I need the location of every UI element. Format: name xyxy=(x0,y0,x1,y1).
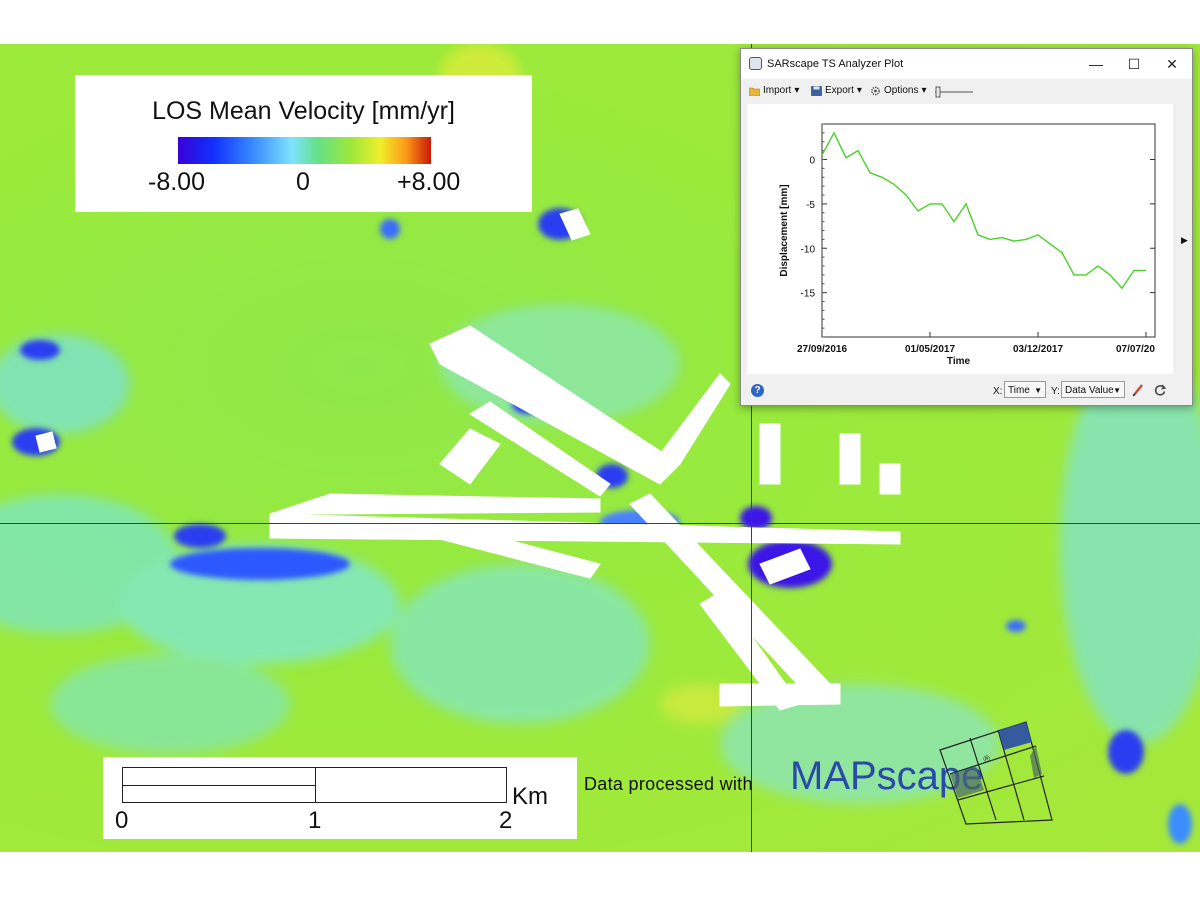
chevron-down-icon: ▾ xyxy=(921,85,927,96)
x-axis-label: X: xyxy=(993,386,1003,397)
y-axis-select[interactable]: Data Value ▼ xyxy=(1061,381,1125,398)
mapscape-grid-icon xyxy=(939,721,1053,825)
scale-bar-graphic xyxy=(122,767,507,803)
pencil-icon[interactable] xyxy=(1131,383,1145,397)
maximize-button[interactable]: ☐ xyxy=(1127,56,1141,72)
velocity-legend: LOS Mean Velocity [mm/yr] -8.00 0 +8.00 xyxy=(75,75,532,212)
y-tick-label: -15 xyxy=(801,289,816,300)
plot-panel[interactable]: 0 -5 -10 -15 27/09/2016 01/05/2017 03/12/2017 0… xyxy=(747,104,1173,374)
y-axis-label: Y: xyxy=(1051,386,1060,397)
import-label: Import xyxy=(763,85,792,96)
options-label: Options xyxy=(884,85,919,96)
options-menu[interactable]: Options ▾ xyxy=(870,85,927,96)
legend-min-label: -8.00 xyxy=(148,168,205,196)
zoom-slider[interactable] xyxy=(933,86,975,98)
x-tick-label: 27/09/2016 xyxy=(797,344,847,355)
scale-label-0: 0 xyxy=(115,807,129,834)
displacement-series-line xyxy=(821,131,1146,290)
y-axis-title: Displacement [mm] xyxy=(779,184,790,276)
folder-icon xyxy=(749,87,760,96)
legend-mid-label: 0 xyxy=(296,168,310,196)
displacement-chart: 0 -5 -10 -15 27/09/2016 01/05/2017 03/12/2017 0… xyxy=(779,123,1156,367)
window-statusbar: ? X: Time ▼ Y: Data Value ▼ xyxy=(741,377,1192,403)
y-axis-value: Data Value xyxy=(1065,385,1114,396)
app-icon xyxy=(749,57,762,70)
x-axis-title: Time xyxy=(947,356,971,367)
scale-label-1: 1 xyxy=(308,807,322,834)
crosshair-horizontal xyxy=(0,523,1200,524)
window-titlebar[interactable]: SARscape TS Analyzer Plot — ☐ ✕ xyxy=(741,49,1192,79)
expand-arrow-icon[interactable]: ▶ xyxy=(1181,235,1188,245)
x-tick-label: 07/07/20 xyxy=(1116,344,1155,355)
chevron-down-icon: ▾ xyxy=(794,85,800,96)
x-axis-select[interactable]: Time ▼ xyxy=(1004,381,1046,398)
close-button[interactable]: ✕ xyxy=(1166,56,1178,72)
legend-title: LOS Mean Velocity [mm/yr] xyxy=(152,97,455,125)
x-axis-value: Time xyxy=(1008,385,1030,396)
map-terrain xyxy=(0,44,1200,844)
window-title: SARscape TS Analyzer Plot xyxy=(767,58,904,70)
brand-mark: ® xyxy=(983,754,991,764)
chevron-down-icon: ▼ xyxy=(1034,386,1042,395)
plot-frame xyxy=(821,123,1156,338)
minimize-button[interactable]: — xyxy=(1089,56,1103,72)
save-icon xyxy=(811,85,822,96)
credit-text: Data processed with xyxy=(584,774,753,794)
y-tick-label: -10 xyxy=(801,244,816,255)
chevron-down-icon: ▾ xyxy=(856,85,862,96)
window-toolbar: Import ▾ Export ▾ Options ▾ xyxy=(741,79,1192,103)
crosshair-vertical xyxy=(751,44,752,852)
export-menu[interactable]: Export ▾ xyxy=(811,85,862,96)
import-menu[interactable]: Import ▾ xyxy=(749,85,799,96)
help-icon[interactable]: ? xyxy=(751,384,764,397)
export-label: Export xyxy=(825,85,854,96)
chevron-down-icon: ▼ xyxy=(1113,386,1121,395)
gear-icon xyxy=(871,86,880,95)
refresh-icon[interactable] xyxy=(1153,383,1167,397)
x-tick-label: 03/12/2017 xyxy=(1013,344,1063,355)
y-tick-label: 0 xyxy=(809,156,815,167)
legend-max-label: +8.00 xyxy=(397,168,461,196)
y-tick-label: -5 xyxy=(806,200,815,211)
ts-analyzer-window[interactable]: SARscape TS Analyzer Plot — ☐ ✕ Import ▾… xyxy=(740,48,1193,406)
scale-label-2: 2 xyxy=(499,807,513,834)
legend-color-ramp xyxy=(178,137,431,164)
x-tick-label: 01/05/2017 xyxy=(905,344,955,355)
scale-bar: 0 1 2 Km xyxy=(103,757,577,839)
scale-unit: Km xyxy=(512,783,548,810)
